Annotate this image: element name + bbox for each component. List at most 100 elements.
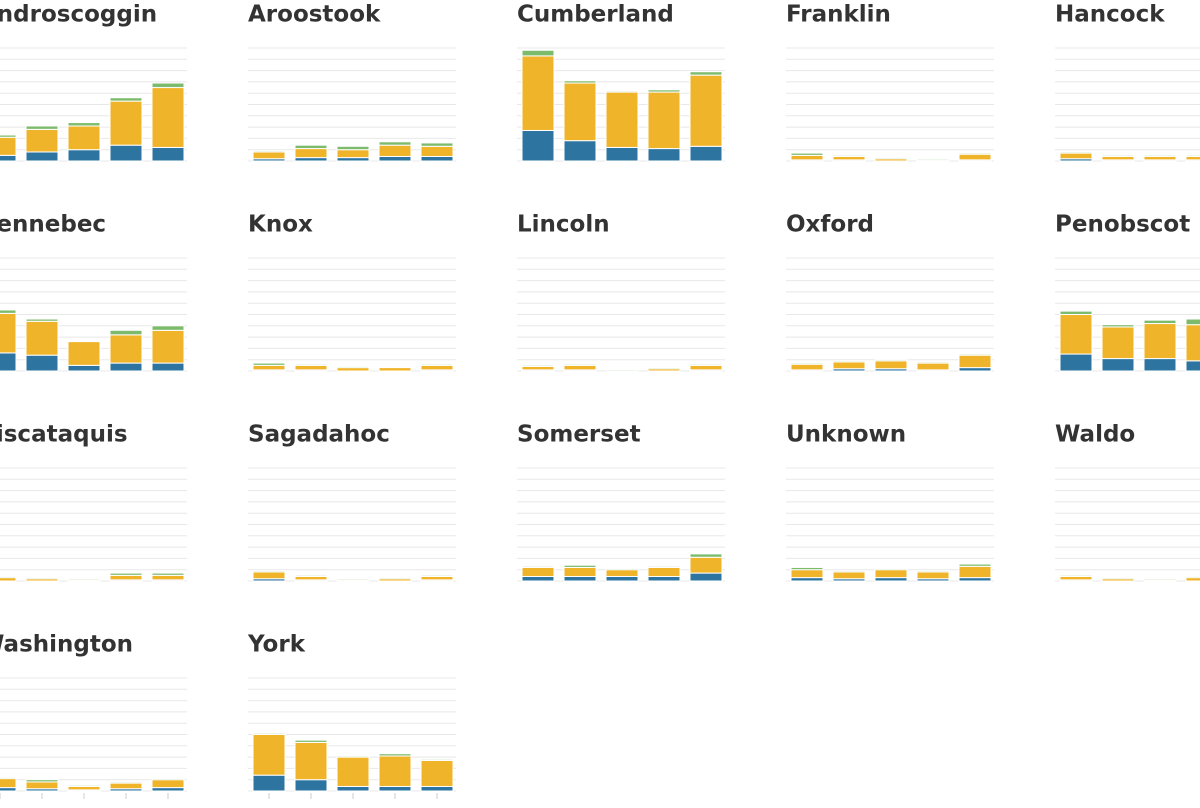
bar-segment (336, 578, 370, 581)
bar-segment (294, 144, 328, 150)
bar-segment (521, 365, 555, 371)
bar-segment (790, 362, 824, 365)
bar-segment (25, 128, 59, 153)
bar-segment (378, 141, 412, 146)
bar-segment (67, 364, 101, 372)
bar-segment (25, 151, 59, 162)
bar-segment (1185, 154, 1200, 157)
bar-segment (916, 571, 950, 580)
bar-segment (832, 361, 866, 370)
bar-segment (0, 309, 17, 314)
bar-segment (109, 781, 143, 784)
bar-segment (420, 759, 454, 787)
bar-segment (378, 755, 412, 787)
bar-segment (563, 566, 597, 577)
bar-segment (647, 566, 681, 577)
bar-segment (1059, 575, 1093, 581)
bar-segment (294, 363, 328, 366)
bar-segment (563, 364, 597, 371)
bar-segment (0, 136, 17, 156)
bar-segment (1059, 152, 1093, 160)
bar-segment (647, 575, 681, 582)
bar-segment (916, 361, 950, 364)
bar-segment (336, 365, 370, 369)
bar-segment (336, 157, 370, 162)
bar-segment (1059, 314, 1093, 355)
bar-segment (563, 575, 597, 582)
bar-segment (67, 578, 101, 581)
bar-segment (420, 155, 454, 162)
bar-segment (0, 134, 17, 138)
bar-segment (1101, 326, 1135, 360)
bar-segment (916, 362, 950, 371)
bar-segment (605, 91, 639, 148)
bar-segment (563, 80, 597, 84)
bar-segment (689, 71, 723, 76)
bar-segment (252, 364, 286, 371)
bar-segment (420, 145, 454, 157)
bar-segment (1143, 155, 1177, 161)
bar-segment (874, 359, 908, 362)
bar-segment (563, 564, 597, 568)
bar-segment (378, 753, 412, 757)
bar-segment (1185, 155, 1200, 161)
bar-segment (790, 154, 824, 161)
bar-segment (1101, 155, 1135, 161)
bar-segment (958, 152, 992, 155)
bar-segment (0, 776, 17, 780)
bar-segment (336, 145, 370, 151)
bar-segment (336, 149, 370, 159)
bar-segment (1059, 353, 1093, 372)
bar-segment (832, 570, 866, 573)
bar-segment (521, 364, 555, 367)
bar-segment (521, 566, 555, 577)
bar-segment (605, 568, 639, 571)
bar-segment (1143, 358, 1177, 372)
panel-title: Aroostook (248, 2, 381, 28)
bar-segment (689, 553, 723, 558)
bar-segment (252, 150, 286, 153)
panel-title: Kennebec (0, 212, 106, 238)
bar-segment (67, 785, 101, 791)
bar-segment (790, 569, 824, 579)
panel-title: Lincoln (517, 212, 610, 238)
bar-segment (790, 577, 824, 582)
panel-title: Knox (248, 212, 313, 238)
bar-segment (916, 570, 950, 573)
bar-segment (521, 575, 555, 582)
panel-title: Somerset (517, 422, 641, 448)
bar-segment (151, 787, 185, 792)
bar-segment (1059, 151, 1093, 154)
bar-segment (832, 155, 866, 161)
bar-segment (67, 149, 101, 162)
bar-segment (958, 563, 992, 567)
bar-segment (1185, 575, 1200, 579)
bar-segment (563, 82, 597, 142)
panel-title: Sagadahoc (248, 422, 390, 448)
bar-segment (252, 774, 286, 792)
bar-segment (25, 318, 59, 322)
bar-segment (25, 781, 59, 790)
bar-segment (1143, 578, 1177, 581)
bar-segment (958, 565, 992, 579)
bar-segment (832, 360, 866, 363)
bar-segment (109, 100, 143, 146)
bar-segment (378, 785, 412, 792)
bar-segment (109, 362, 143, 372)
bar-segment (109, 574, 143, 581)
bar-segment (563, 363, 597, 366)
bar-segment (605, 575, 639, 582)
bar-segment (1101, 324, 1135, 328)
bar-segment (151, 362, 185, 372)
bar-segment (109, 572, 143, 576)
bar-segment (151, 572, 185, 576)
bar-segment (294, 157, 328, 162)
bar-segment (647, 148, 681, 162)
bar-segment (25, 354, 59, 372)
bar-segment (420, 363, 454, 366)
bar-segment (0, 778, 17, 789)
bar-segment (689, 74, 723, 147)
bar-segment (874, 577, 908, 582)
bar-segment (689, 556, 723, 574)
